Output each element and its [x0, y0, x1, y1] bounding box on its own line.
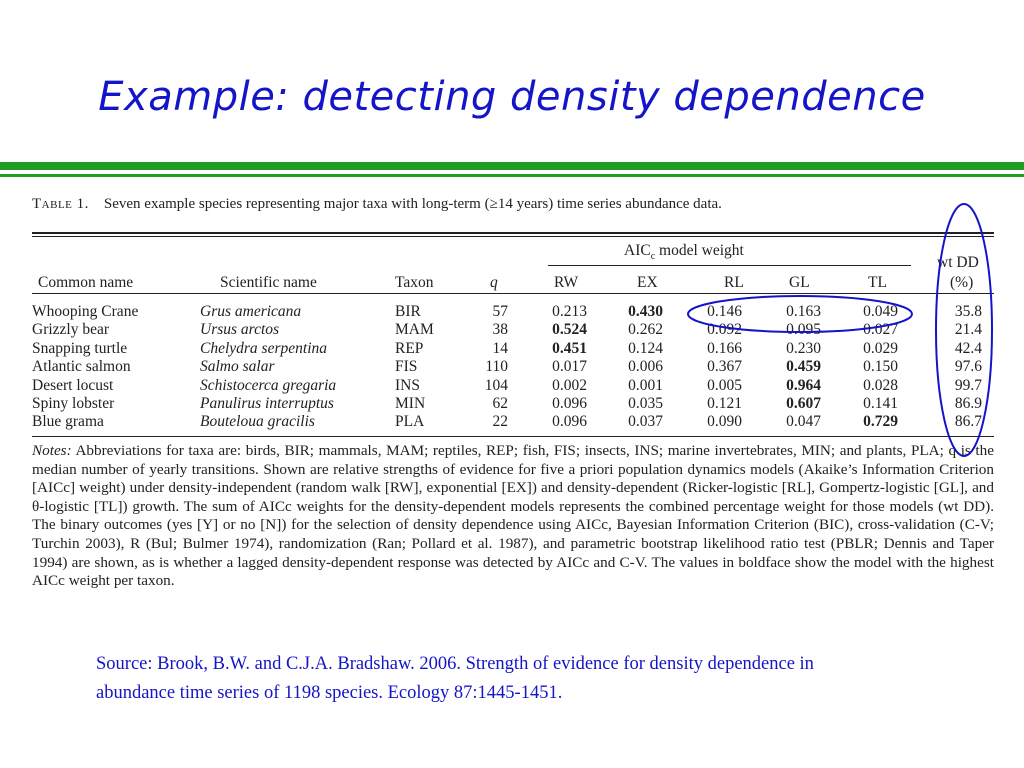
cell-wtdd: 97.6	[954, 358, 982, 376]
header-bottom-rule	[32, 293, 994, 294]
cell-rw: 0.451	[552, 339, 587, 357]
column-header-8: TL	[868, 274, 887, 291]
cell-rl: 0.166	[707, 339, 742, 357]
cell-rw: 0.524	[552, 321, 587, 339]
column-header-6: RL	[724, 274, 744, 291]
cell-rl: 0.092	[707, 321, 742, 339]
cell-tl: 0.049	[863, 303, 898, 320]
cell-common: Desert locust	[32, 376, 114, 394]
table-top-rule	[32, 232, 994, 234]
cell-gl: 0.607	[786, 395, 821, 412]
cell-rw: 0.213	[552, 303, 587, 320]
cell-wtdd: 86.7	[954, 413, 982, 431]
cell-common: Spiny lobster	[32, 395, 115, 412]
cell-ex: 0.001	[628, 376, 663, 394]
cell-taxon: BIR	[395, 303, 421, 320]
cell-q: 38	[492, 321, 509, 339]
cell-sci: Bouteloua gracilis	[200, 413, 315, 431]
column-header-9: wt DD	[937, 254, 979, 271]
cell-tl: 0.027	[863, 321, 898, 339]
cell-gl: 0.095	[786, 321, 821, 339]
table-caption-label: Table 1.	[32, 196, 89, 212]
table-top-rule-2	[32, 236, 994, 237]
cell-q: 110	[485, 358, 508, 376]
cell-wtdd: 99.7	[954, 376, 982, 394]
table-caption-text: Seven example species representing major…	[103, 196, 722, 212]
cell-ex: 0.035	[628, 395, 663, 412]
cell-wtdd: 21.4	[954, 321, 982, 339]
cell-common: Whooping Crane	[32, 303, 139, 320]
aic-group-header: AICc model weight	[624, 242, 744, 263]
table-figure: Table 1. Seven example species represent…	[32, 196, 994, 589]
column-header-0: Common name	[38, 274, 134, 291]
cell-sci: Schistocerca gregaria	[200, 376, 337, 394]
cell-sci: Ursus arctos	[200, 321, 280, 339]
cell-wtdd: 35.8	[954, 303, 982, 320]
column-header-2: Taxon	[395, 274, 434, 291]
cell-tl: 0.028	[863, 376, 898, 394]
cell-q: 104	[484, 376, 508, 394]
cell-rl: 0.005	[707, 376, 742, 394]
table-bottom-rule	[32, 436, 994, 437]
cell-rw: 0.096	[552, 395, 587, 412]
cell-wtdd: 86.9	[954, 395, 982, 412]
column-header-1: Scientific name	[220, 274, 317, 291]
cell-q: 22	[492, 413, 509, 431]
cell-taxon: REP	[395, 339, 424, 357]
cell-common: Atlantic salmon	[32, 358, 131, 376]
group-header-rule	[548, 265, 911, 266]
cell-sci: Panulirus interruptus	[200, 395, 334, 412]
cell-q: 57	[492, 303, 509, 320]
cell-wtdd: 42.4	[954, 339, 982, 357]
cell-ex: 0.006	[628, 358, 663, 376]
cell-taxon: FIS	[395, 358, 418, 376]
slide-title: Example: detecting density dependence	[98, 74, 926, 120]
column-header-4: RW	[554, 274, 579, 291]
cell-rw: 0.017	[552, 358, 587, 376]
column-header-10: (%)	[950, 274, 974, 291]
notes-text: Abbreviations for taxa are: birds, BIR; …	[32, 442, 994, 590]
cell-tl: 0.141	[863, 395, 898, 412]
cell-rw: 0.096	[552, 413, 587, 431]
cell-tl: 0.150	[863, 358, 898, 376]
cell-common: Grizzly bear	[32, 321, 110, 339]
cell-tl: 0.029	[863, 339, 898, 357]
cell-ex: 0.262	[628, 321, 663, 339]
column-header-3: q	[490, 274, 498, 291]
table-caption: Table 1. Seven example species represent…	[32, 196, 994, 218]
cell-q: 14	[492, 339, 509, 357]
source-citation: Source: Brook, B.W. and C.J.A. Bradshaw.…	[96, 654, 814, 703]
cell-sci: Salmo salar	[200, 358, 275, 376]
cell-gl: 0.047	[786, 413, 821, 431]
cell-taxon: MAM	[395, 321, 434, 339]
cell-rl: 0.146	[707, 303, 742, 320]
cell-ex: 0.037	[628, 413, 663, 431]
notes-label: Notes:	[32, 442, 72, 459]
cell-common: Blue grama	[32, 413, 104, 431]
title-divider-thick	[0, 162, 1024, 170]
title-divider-thin	[0, 174, 1024, 177]
cell-q: 62	[492, 395, 509, 412]
cell-taxon: MIN	[395, 395, 426, 412]
cell-sci: Chelydra serpentina	[200, 339, 327, 357]
cell-common: Snapping turtle	[32, 339, 128, 357]
cell-gl: 0.163	[786, 303, 821, 320]
cell-rl: 0.090	[707, 413, 742, 431]
cell-ex: 0.430	[628, 303, 663, 320]
cell-sci: Grus americana	[200, 303, 302, 320]
cell-gl: 0.964	[786, 376, 821, 394]
cell-gl: 0.230	[786, 339, 821, 357]
cell-rw: 0.002	[552, 376, 587, 394]
cell-taxon: INS	[395, 376, 420, 394]
cell-ex: 0.124	[628, 339, 663, 357]
column-header-5: EX	[637, 274, 658, 291]
cell-gl: 0.459	[786, 358, 821, 376]
cell-tl: 0.729	[863, 413, 898, 431]
column-header-7: GL	[789, 274, 810, 291]
table-notes: Notes: Abbreviations for taxa are: birds…	[32, 442, 994, 591]
cell-rl: 0.367	[707, 358, 742, 376]
cell-taxon: PLA	[395, 413, 425, 431]
cell-rl: 0.121	[707, 395, 742, 412]
